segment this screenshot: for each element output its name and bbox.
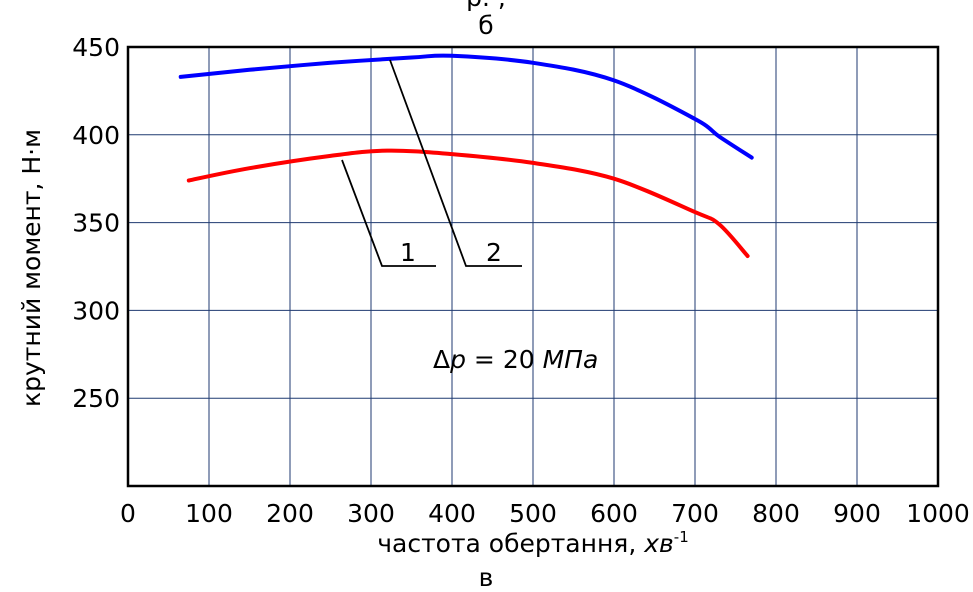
series-line-2: [178, 53, 754, 160]
x-tick-label: 1000: [906, 499, 970, 528]
y-axis-label: крутний момент, Н·м: [17, 129, 46, 407]
series-label-1-text: 1: [400, 238, 416, 267]
x-axis-unit-sup: -1: [674, 528, 689, 546]
series-label-2: 2: [389, 59, 522, 267]
x-tick-label: 500: [509, 499, 557, 528]
delta-symbol: Δ: [433, 345, 450, 374]
pressure-eq: = 20: [466, 345, 543, 374]
x-axis-label: частота обертання, хв-1: [377, 528, 689, 558]
leader-line-1: [341, 159, 436, 267]
chart-title: б: [478, 11, 493, 40]
x-tick-label: 700: [671, 499, 719, 528]
top-title-fragment: р. ,: [466, 0, 506, 12]
x-tick-labels: 0 100 200 300 400 500 600 700 800 900 1000: [120, 499, 970, 528]
y-tick-label: 250: [72, 384, 120, 413]
y-tick-label: 400: [72, 121, 120, 150]
series-line-1: [186, 148, 750, 258]
plot-frame: [126, 45, 940, 488]
pressure-unit: МПа: [543, 345, 599, 374]
series-label-2-text: 2: [486, 238, 502, 267]
x-tick-label: 900: [833, 499, 881, 528]
x-axis-unit: хв: [643, 529, 674, 558]
series-layer: [178, 53, 754, 258]
x-tick-label: 0: [120, 499, 136, 528]
y-tick-label: 300: [72, 296, 120, 325]
y-tick-label: 450: [72, 33, 120, 62]
x-tick-label: 300: [347, 499, 395, 528]
pressure-annotation: Δp = 20 МПа: [433, 345, 598, 374]
x-tick-label: 100: [185, 499, 233, 528]
figure-caption: в: [479, 563, 494, 592]
x-tick-label: 400: [428, 499, 476, 528]
x-tick-label: 800: [752, 499, 800, 528]
x-axis-label-text: частота обертання,: [377, 529, 644, 558]
series-label-1: 1: [341, 159, 436, 267]
y-tick-label: 350: [72, 209, 120, 238]
leader-line-2: [389, 59, 522, 267]
pressure-var: p: [449, 345, 466, 374]
x-tick-label: 600: [590, 499, 638, 528]
grid: [128, 47, 938, 486]
x-tick-label: 200: [266, 499, 314, 528]
y-tick-labels: 250 300 350 400 450: [72, 33, 120, 413]
